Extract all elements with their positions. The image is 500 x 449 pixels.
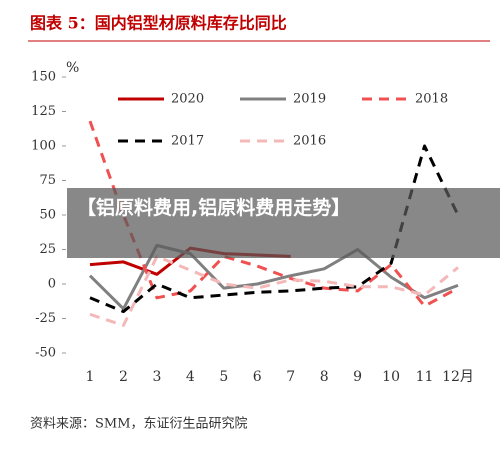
x-tick-label: 5 — [219, 369, 228, 385]
x-tick-label: 2 — [119, 369, 128, 385]
y-tick-label: 75 — [39, 173, 56, 188]
x-tick-label: 3 — [152, 369, 161, 385]
x-tick-label: 10 — [382, 369, 400, 385]
banner: 【铝原料费用,铝原料费用走势】 — [67, 188, 500, 258]
series-line — [89, 254, 459, 327]
legend-label: 2020 — [171, 92, 204, 107]
y-tick-label: 150 — [31, 70, 56, 85]
y-tick-label: 100 — [31, 139, 56, 154]
legend-label: 2019 — [293, 92, 326, 107]
x-tick-label: 6 — [253, 369, 262, 385]
legend-label: 2018 — [415, 92, 448, 107]
x-tick-label: 7 — [286, 369, 295, 385]
y-tick-label: 25 — [39, 242, 56, 257]
y-tick-label: 125 — [31, 104, 56, 119]
x-tick-label: 11 — [416, 369, 434, 385]
source-note: 资料来源：SMM，东证衍生品研究院 — [30, 417, 248, 432]
legend-label: 2016 — [293, 134, 326, 149]
x-tick-label: 4 — [186, 369, 195, 385]
banner-text: 【铝原料费用,铝原料费用走势】 — [77, 197, 351, 219]
y-tick-label: 50 — [39, 208, 56, 223]
x-tick-label: 12月 — [442, 369, 474, 385]
x-tick-label: 9 — [353, 369, 362, 385]
legend-label: 2017 — [171, 134, 204, 149]
chart-title: 图表 5：国内铝型材原料库存比同比 — [30, 14, 287, 33]
y-axis-label: % — [66, 60, 79, 76]
y-tick-label: -50 — [35, 346, 56, 361]
series-line — [88, 120, 459, 308]
x-tick-label: 8 — [320, 369, 329, 385]
x-tick-label: 1 — [86, 369, 95, 385]
y-tick-label: -25 — [35, 311, 56, 326]
y-tick-label: 0 — [48, 277, 56, 292]
